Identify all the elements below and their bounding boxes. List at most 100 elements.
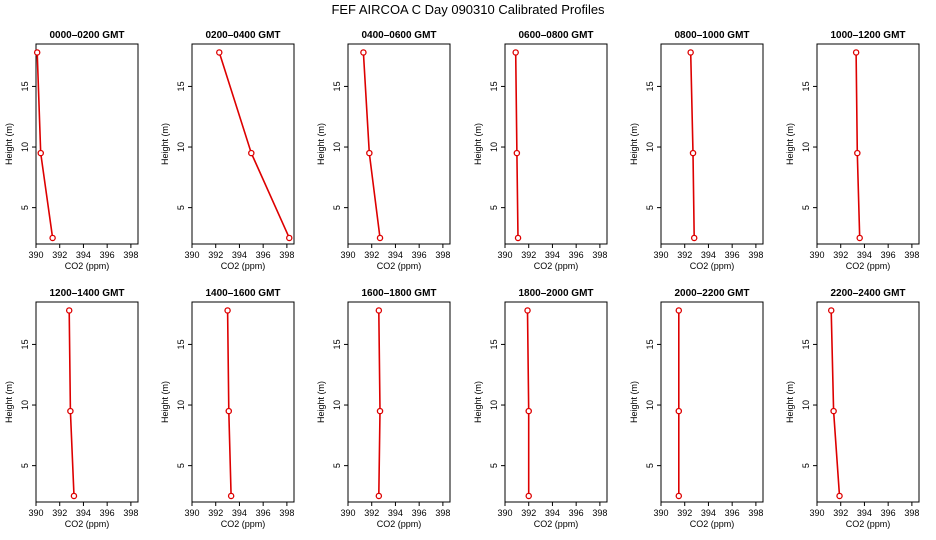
- x-tick-label: 398: [435, 508, 450, 518]
- y-tick-label: 15: [645, 339, 655, 349]
- x-axis-label: CO2 (ppm): [690, 519, 735, 529]
- y-axis-label: Height (m): [316, 123, 326, 165]
- x-tick-label: 390: [340, 250, 355, 260]
- x-tick-label: 396: [256, 508, 271, 518]
- y-tick-label: 15: [20, 81, 30, 91]
- profile-line: [218, 52, 291, 239]
- panel: 0600–0800 GMT 390 392 394 396 398 5 10 15 CO2 (pp…: [473, 30, 608, 271]
- plot-frame: [660, 43, 764, 245]
- x-tick-label: 392: [52, 250, 67, 260]
- panel: 0400–0600 GMT 390 392 394 396 398 5 10 15 CO2 (pp…: [316, 30, 451, 271]
- y-tick-label: 15: [645, 81, 655, 91]
- profile-line: [36, 52, 54, 239]
- y-tick-label: 5: [489, 205, 499, 210]
- profile-line: [226, 310, 232, 496]
- profile-point: [49, 234, 56, 242]
- x-tick-label: 394: [701, 508, 716, 518]
- y-axis-label: Height (m): [160, 123, 170, 165]
- panel: 2200–2400 GMT 390 392 394 396 398 5 10 15 CO2 (pp…: [785, 288, 920, 529]
- y-tick-label: 5: [801, 463, 811, 468]
- profile-point: [513, 149, 521, 157]
- x-tick-label: 390: [28, 508, 43, 518]
- y-axis-label: Height (m): [629, 381, 639, 423]
- x-tick-label: 390: [653, 250, 668, 260]
- y-tick-label: 10: [332, 400, 342, 410]
- x-axis-label: CO2 (ppm): [534, 261, 579, 271]
- y-tick-label: 5: [645, 205, 655, 210]
- x-tick-label: 390: [653, 508, 668, 518]
- x-axis-label: CO2 (ppm): [690, 261, 735, 271]
- profile-point: [376, 407, 384, 415]
- x-tick-label: 396: [412, 508, 427, 518]
- panel-title: 1200–1400 GMT: [49, 288, 124, 299]
- profile-point: [690, 234, 698, 242]
- panel-title: 1800–2000 GMT: [518, 288, 593, 299]
- x-tick-label: 398: [748, 508, 763, 518]
- profile-point: [225, 407, 233, 415]
- profile-point: [366, 149, 373, 157]
- x-tick-label: 390: [497, 250, 512, 260]
- x-tick-label: 394: [545, 508, 560, 518]
- y-tick-label: 15: [489, 339, 499, 349]
- x-tick-label: 398: [123, 508, 138, 518]
- y-tick-label: 15: [489, 81, 499, 91]
- figure-title: FEF AIRCOA C Day 090310 Calibrated Profi…: [331, 2, 605, 17]
- x-tick-label: 396: [881, 250, 896, 260]
- x-tick-label: 394: [76, 250, 91, 260]
- y-tick-label: 5: [20, 205, 30, 210]
- x-tick-label: 396: [725, 508, 740, 518]
- panel: 1600–1800 GMT 390 392 394 396 398 5 10 15 CO2 (pp…: [316, 288, 451, 529]
- plot-frame: [660, 301, 764, 503]
- x-axis-label: CO2 (ppm): [65, 261, 110, 271]
- y-tick-label: 10: [801, 142, 811, 152]
- y-tick-label: 5: [176, 463, 186, 468]
- y-tick-label: 15: [332, 81, 342, 91]
- y-tick-label: 10: [801, 400, 811, 410]
- profile-point: [689, 149, 697, 157]
- x-tick-label: 396: [569, 250, 584, 260]
- profile-point: [375, 492, 383, 500]
- profile-point: [827, 307, 835, 314]
- plot-frame: [35, 43, 139, 245]
- y-tick-label: 15: [176, 81, 186, 91]
- x-tick-label: 398: [123, 250, 138, 260]
- panel-title: 2200–2400 GMT: [830, 288, 905, 299]
- x-tick-label: 394: [857, 250, 872, 260]
- y-tick-label: 5: [332, 463, 342, 468]
- x-tick-label: 394: [232, 250, 247, 260]
- x-axis-label: CO2 (ppm): [377, 519, 422, 529]
- x-axis-label: CO2 (ppm): [846, 519, 891, 529]
- panel: 0200–0400 GMT 390 392 394 396 398 5 10 15 CO2 (pp…: [160, 30, 295, 271]
- profile-line: [526, 310, 530, 496]
- profile-line: [830, 310, 841, 496]
- y-tick-label: 15: [20, 339, 30, 349]
- x-tick-label: 398: [748, 250, 763, 260]
- profile-point: [37, 149, 44, 157]
- y-tick-label: 10: [176, 400, 186, 410]
- panel-title: 0800–1000 GMT: [674, 30, 749, 41]
- profile-point: [67, 407, 74, 415]
- x-axis-label: CO2 (ppm): [221, 519, 266, 529]
- profile-point: [525, 492, 532, 500]
- profile-point: [375, 307, 383, 314]
- profile-point: [514, 234, 522, 242]
- x-axis-label: CO2 (ppm): [221, 261, 266, 271]
- panel-title: 1600–1800 GMT: [361, 288, 436, 299]
- x-tick-label: 392: [52, 508, 67, 518]
- x-tick-label: 394: [232, 508, 247, 518]
- y-tick-label: 5: [176, 205, 186, 210]
- panel: 1000–1200 GMT 390 392 394 396 398 5 10 15 CO2 (pp…: [785, 30, 920, 271]
- x-tick-label: 398: [904, 508, 919, 518]
- y-axis-label: Height (m): [785, 123, 795, 165]
- plot-frame: [347, 43, 451, 245]
- y-tick-label: 5: [801, 205, 811, 210]
- profile-point: [856, 234, 863, 242]
- profile-point: [525, 407, 532, 415]
- panel: 0800–1000 GMT 390 392 394 396 398 5 10 15 CO2 (pp…: [629, 30, 764, 271]
- x-tick-label: 398: [279, 250, 294, 260]
- x-axis-label: CO2 (ppm): [846, 261, 891, 271]
- plot-frame: [191, 301, 295, 503]
- panel-title: 0000–0200 GMT: [49, 30, 124, 41]
- profile-line: [362, 52, 381, 239]
